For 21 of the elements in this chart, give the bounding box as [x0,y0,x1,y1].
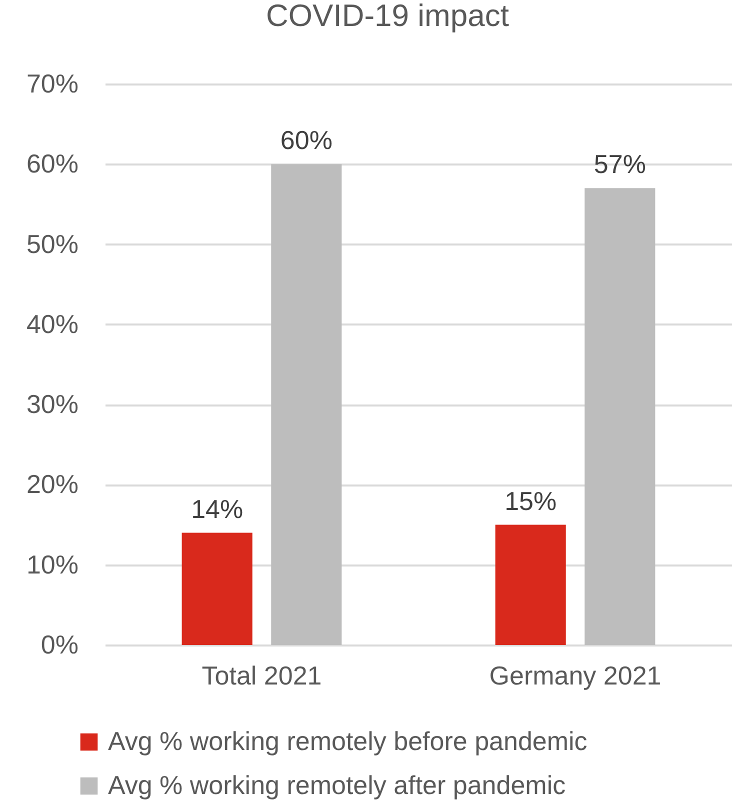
bar [271,164,342,645]
y-tick-label: 70% [26,68,78,98]
legend-label: Avg % working remotely before pandemic [108,726,588,756]
bar [182,532,252,645]
chart-title: COVID-19 impact [266,0,510,33]
legend-label: Avg % working remotely after pandemic [108,770,566,800]
y-tick-label: 30% [26,389,78,420]
y-tick-label: 50% [26,228,78,259]
x-tick-label: Germany 2021 [489,660,662,690]
data-label: 60% [280,125,332,156]
y-tick-label: 0% [40,630,78,660]
y-tick-label: 40% [26,308,78,339]
y-tick-label: 60% [26,148,78,179]
bar [495,524,566,645]
x-tick-label: Total 2021 [202,660,322,690]
y-tick-label: 10% [26,549,78,580]
bar [584,188,656,645]
data-label: 15% [504,486,557,516]
data-label: 57% [594,149,646,180]
data-label: 14% [191,494,244,524]
y-tick-label: 20% [26,469,78,500]
